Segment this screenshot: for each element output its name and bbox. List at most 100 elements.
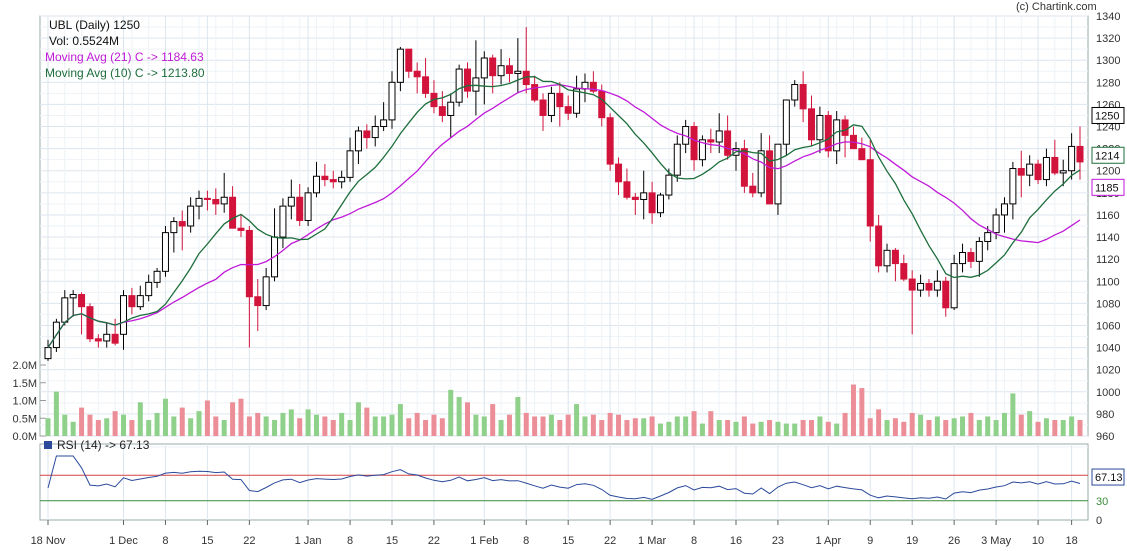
volume-bar: [834, 423, 840, 436]
candle-down: [329, 179, 337, 183]
candle-up: [547, 92, 555, 116]
candle-up: [933, 280, 941, 291]
candle-up: [262, 276, 270, 307]
candle-down: [296, 196, 304, 221]
candle-up: [161, 232, 169, 272]
candle-up: [44, 347, 52, 360]
candle-down: [505, 65, 513, 74]
volume-bar: [297, 418, 303, 436]
ma21-value-tag: 1185: [1095, 182, 1119, 194]
candle-up: [120, 295, 128, 335]
candle-down: [891, 249, 899, 265]
price-tick-label: 1060: [1096, 320, 1120, 332]
candle-down: [875, 225, 883, 267]
volume-bar: [1077, 420, 1083, 436]
volume-tick-label: 0.5M: [13, 413, 37, 425]
rsi-tick-label: 0: [1096, 515, 1102, 527]
volume-bar: [372, 416, 378, 436]
candle-up: [573, 88, 581, 114]
candle-up: [774, 143, 782, 205]
volume-bar: [641, 418, 647, 436]
volume-bar: [532, 416, 538, 436]
volume-bar: [716, 420, 722, 436]
candle-up: [380, 119, 388, 128]
volume-bar: [565, 414, 571, 436]
volume-bar: [137, 402, 143, 436]
volume-bar: [431, 414, 437, 436]
x-tick-label: 1 Jan: [295, 535, 322, 547]
moving-average-lines: [47, 76, 1081, 348]
candle-down: [942, 280, 950, 309]
x-tick-label: 1 Mar: [638, 535, 666, 547]
candle-up: [917, 282, 925, 291]
volume-bar: [70, 421, 76, 436]
volume-bar: [45, 418, 51, 436]
candle-down: [824, 114, 832, 152]
candle-down: [690, 126, 698, 161]
candle-up: [170, 221, 178, 234]
volume-bar: [800, 420, 806, 436]
volume-bar: [498, 420, 504, 436]
ma10-line: [47, 76, 1081, 348]
volume-bar: [1035, 421, 1041, 436]
volume-bar: [657, 423, 663, 436]
volume-tick-label: 1.0M: [13, 396, 37, 408]
volume-bar: [968, 412, 974, 436]
volume-bar: [649, 416, 655, 436]
volume-bar: [154, 412, 160, 436]
candle-down: [766, 150, 774, 205]
candle-up: [715, 130, 723, 143]
candle-up: [757, 150, 765, 194]
candle-down: [94, 338, 102, 342]
volume-tick-label: 2.0M: [13, 360, 37, 372]
volume-bar: [691, 411, 697, 436]
candle-up: [103, 333, 111, 342]
candle-up: [1026, 163, 1034, 176]
volume-bar: [842, 412, 848, 436]
candle-up: [665, 174, 673, 196]
x-tick-label: 10: [1032, 535, 1044, 547]
candle-down: [86, 306, 94, 340]
candle-down: [808, 108, 816, 141]
volume-bar: [909, 412, 915, 436]
volume-bar: [129, 420, 135, 436]
candle-up: [698, 139, 706, 161]
candle-up: [1000, 203, 1008, 216]
x-tick-label: 19: [906, 535, 918, 547]
rsi-panel: [40, 455, 1088, 502]
candle-down: [539, 99, 547, 116]
x-tick-label: 3 May: [981, 535, 1011, 547]
candle-down: [841, 119, 849, 136]
volume-bar: [397, 404, 403, 436]
volume-bar: [95, 420, 101, 436]
volume-bar: [364, 407, 370, 436]
candle-down: [598, 90, 606, 119]
ma10-value-tag-box: [1091, 146, 1125, 164]
volume-bar: [548, 414, 554, 436]
rsi-value-tag-box: [1091, 468, 1125, 486]
legend-volume: Vol: 0.5524M: [49, 34, 120, 48]
price-tick-label: 1320: [1096, 33, 1120, 45]
candle-down: [229, 196, 237, 229]
x-tick-label: 15: [386, 535, 398, 547]
candle-up: [312, 175, 320, 194]
candle-up: [791, 84, 799, 101]
candle-up: [656, 194, 664, 214]
volume-bar: [884, 420, 890, 436]
candle-down: [489, 57, 497, 77]
volume-bar: [506, 414, 512, 436]
volume-bar: [666, 421, 672, 436]
ma21-line: [47, 84, 1081, 348]
volume-bar: [87, 414, 93, 436]
volume-bar: [976, 420, 982, 436]
volume-bar: [783, 423, 789, 436]
volume-bar: [439, 418, 445, 436]
candle-up: [187, 205, 195, 227]
rsi-value-tag: 67.13: [1095, 472, 1123, 484]
x-tick-label: 1 Feb: [470, 535, 498, 547]
candle-up: [673, 143, 681, 176]
volume-bar: [943, 420, 949, 436]
volume-bar: [171, 416, 177, 436]
price-tick-label: 1160: [1096, 210, 1120, 222]
candle-down: [245, 229, 253, 298]
